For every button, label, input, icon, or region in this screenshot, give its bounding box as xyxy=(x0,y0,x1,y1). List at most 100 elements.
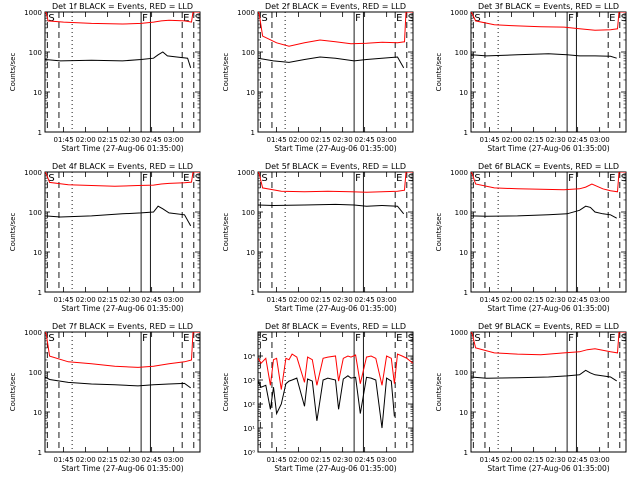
y-tick-label: 1000 xyxy=(450,169,468,177)
marker-label: S xyxy=(195,13,201,24)
series-line-events-black xyxy=(258,375,395,429)
x-tick-label: 01:45 xyxy=(267,296,287,304)
marker-label: F xyxy=(355,173,361,184)
y-tick-label: 100 xyxy=(29,209,42,217)
x-tick-label: 03:00 xyxy=(377,136,397,144)
x-tick-label: 02:15 xyxy=(98,296,118,304)
y-tick-label: 1000 xyxy=(24,329,42,337)
x-tick-label: 02:00 xyxy=(502,136,522,144)
x-tick-label: 02:00 xyxy=(502,296,522,304)
x-tick-label: 02:15 xyxy=(311,136,331,144)
series-line-events-black xyxy=(45,205,192,227)
y-tick-label: 1000 xyxy=(450,9,468,17)
x-tick-label: 02:00 xyxy=(76,136,96,144)
y-axis-label: Counts/sec xyxy=(9,53,17,92)
marker-label: S xyxy=(195,333,201,344)
marker-label: S xyxy=(474,333,480,344)
series-line-events-black xyxy=(471,53,617,59)
plot-frame xyxy=(44,11,201,133)
marker-label: E xyxy=(609,173,615,184)
chart-title: Det 1f BLACK = Events, RED = LLD xyxy=(52,2,193,11)
chart-panel-3: Det 3f BLACK = Events, RED = LLD 1 10 100 10… xyxy=(435,2,627,153)
y-tick-label: 10⁰ xyxy=(243,449,255,457)
plot-frame xyxy=(470,331,627,453)
x-tick-label: 02:00 xyxy=(76,296,96,304)
y-tick-label: 1 xyxy=(464,129,468,137)
series-line-events-black xyxy=(471,205,617,219)
y-tick-label: 1 xyxy=(251,289,255,297)
x-tick-label: 02:00 xyxy=(502,456,522,464)
y-tick-label: 100 xyxy=(29,369,42,377)
chart-title: Det 8f BLACK = Events, RED = LLD xyxy=(265,322,406,331)
marker-label: E xyxy=(183,173,189,184)
marker-label: F xyxy=(568,13,574,24)
x-tick-label: 03:00 xyxy=(377,296,397,304)
y-tick-label: 1 xyxy=(251,129,255,137)
y-tick-label: 100 xyxy=(242,49,255,57)
marker-label: S xyxy=(48,13,54,24)
x-tick-label: 03:00 xyxy=(590,136,610,144)
x-tick-label: 02:00 xyxy=(76,456,96,464)
x-tick-label: 01:45 xyxy=(267,136,287,144)
marker-label: S xyxy=(261,333,267,344)
series-line-lld-red xyxy=(45,332,200,368)
series-line-lld-red xyxy=(471,172,626,193)
marker-label: S xyxy=(261,13,267,24)
x-tick-label: 02:30 xyxy=(120,296,140,304)
marker-label: F xyxy=(142,333,148,344)
y-tick-label: 10 xyxy=(459,89,468,97)
y-tick-label: 1000 xyxy=(24,9,42,17)
y-tick-label: 10 xyxy=(33,249,42,257)
x-tick-label: 02:15 xyxy=(524,296,544,304)
x-tick-label: 02:15 xyxy=(311,296,331,304)
marker-label: S xyxy=(621,13,627,24)
plot-frame xyxy=(257,11,414,133)
chart-title: Det 6f BLACK = Events, RED = LLD xyxy=(478,162,619,171)
chart-title: Det 4f BLACK = Events, RED = LLD xyxy=(52,162,193,171)
y-tick-label: 1 xyxy=(38,129,42,137)
x-tick-label: 02:45 xyxy=(568,136,588,144)
plot-frame xyxy=(470,11,627,133)
x-tick-label: 02:30 xyxy=(120,456,140,464)
x-tick-label: 02:00 xyxy=(289,456,309,464)
x-tick-label: 03:00 xyxy=(377,456,397,464)
marker-label: S xyxy=(621,333,627,344)
x-tick-label: 03:00 xyxy=(164,456,184,464)
chart-title: Det 9f BLACK = Events, RED = LLD xyxy=(478,322,619,331)
marker-label: E xyxy=(396,173,402,184)
marker-label: S xyxy=(408,333,414,344)
marker-label: E xyxy=(396,333,402,344)
chart-panel-8: Det 8f BLACK = Events, RED = LLD 10⁰ 10¹ 10… xyxy=(222,322,414,473)
x-tick-label: 02:30 xyxy=(546,456,566,464)
chart-panel-2: Det 2f BLACK = Events, RED = LLD 1 10 100 10… xyxy=(222,2,414,153)
y-tick-label: 1 xyxy=(464,289,468,297)
y-tick-label: 1000 xyxy=(237,169,255,177)
y-tick-label: 10 xyxy=(459,409,468,417)
y-tick-label: 100 xyxy=(242,209,255,217)
marker-label: S xyxy=(408,173,414,184)
x-tick-label: 02:30 xyxy=(333,296,353,304)
series-line-lld-red xyxy=(258,12,413,47)
chart-panel-1: Det 1f BLACK = Events, RED = LLD 1 10 100 10… xyxy=(9,2,201,153)
chart-panel-9: Det 9f BLACK = Events, RED = LLD 1 10 100 10… xyxy=(435,322,627,473)
y-axis-label: Counts/sec xyxy=(222,373,230,412)
x-tick-label: 02:45 xyxy=(355,456,375,464)
chart-panel-4: Det 4f BLACK = Events, RED = LLD 1 10 100 10… xyxy=(9,162,201,313)
x-tick-label: 03:00 xyxy=(164,136,184,144)
marker-label: F xyxy=(142,173,148,184)
x-axis-label: Start Time (27-Aug-06 01:35:00) xyxy=(61,144,183,153)
marker-label: S xyxy=(48,333,54,344)
chart-title: Det 5f BLACK = Events, RED = LLD xyxy=(265,162,406,171)
y-tick-label: 100 xyxy=(29,49,42,57)
x-axis-label: Start Time (27-Aug-06 01:35:00) xyxy=(274,304,396,313)
x-tick-label: 01:45 xyxy=(54,296,74,304)
x-tick-label: 03:00 xyxy=(590,296,610,304)
x-tick-label: 02:00 xyxy=(289,296,309,304)
x-tick-label: 02:45 xyxy=(568,456,588,464)
marker-label: F xyxy=(568,333,574,344)
x-tick-label: 01:45 xyxy=(267,456,287,464)
x-tick-label: 02:30 xyxy=(120,136,140,144)
series-line-lld-red xyxy=(258,172,413,193)
y-tick-label: 10 xyxy=(33,89,42,97)
